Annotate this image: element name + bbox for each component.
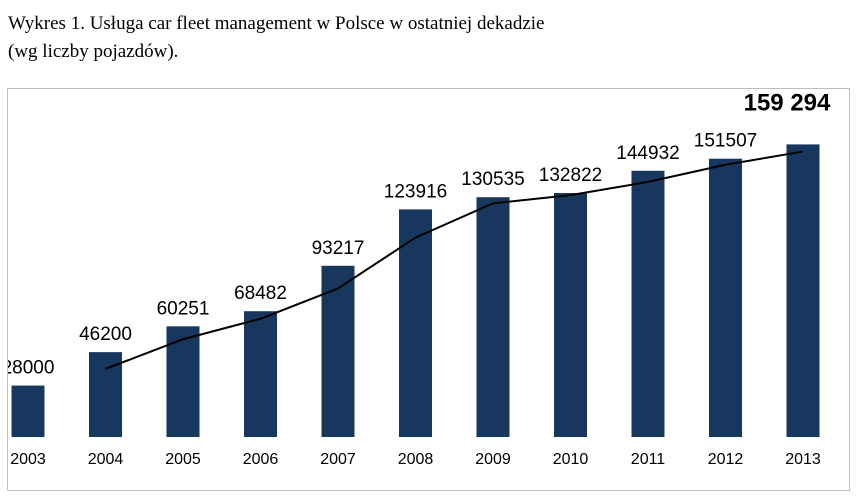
- value-label: 93217: [312, 238, 365, 259]
- x-tick-label: 2005: [165, 451, 201, 468]
- trend-line: [105, 150, 804, 370]
- bar: [399, 209, 432, 437]
- value-label: 46200: [79, 324, 132, 345]
- x-tick-label: 2011: [631, 451, 666, 468]
- bar: [554, 193, 587, 437]
- value-label: 132822: [539, 165, 602, 186]
- plot-area: 2003 28000 2004 46200 2005 60251 2006 68482 2007…: [2, 89, 831, 468]
- x-tick-label: 2010: [553, 451, 589, 468]
- x-tick-label: 2013: [785, 451, 821, 468]
- bar: [321, 265, 355, 437]
- x-tick-label: 2006: [243, 451, 279, 468]
- value-label: 60251: [157, 298, 210, 319]
- bar: [244, 311, 277, 437]
- bar: [786, 144, 820, 437]
- value-label: 151507: [694, 131, 757, 152]
- x-tick-label: 2012: [708, 451, 744, 468]
- value-label: 130535: [461, 169, 524, 190]
- x-tick-label: 2004: [88, 451, 124, 468]
- bar: [89, 352, 122, 437]
- value-label: 28000: [2, 358, 55, 379]
- x-tick-label: 2003: [10, 451, 46, 468]
- bar: [11, 385, 45, 437]
- x-tick-label: 2007: [320, 451, 356, 468]
- x-tick-label: 2008: [398, 451, 434, 468]
- bar: [709, 158, 742, 437]
- value-label: 159 294: [744, 89, 831, 116]
- bar: [476, 197, 510, 437]
- x-tick-label: 2009: [475, 451, 511, 468]
- chart-title: Wykres 1. Usługa car fleet management w …: [8, 13, 544, 34]
- value-label: 123916: [384, 181, 447, 202]
- chart-subtitle: (wg liczby pojazdów).: [8, 41, 178, 62]
- bar: [166, 326, 200, 437]
- value-label: 144932: [616, 143, 679, 164]
- bar: [631, 170, 665, 437]
- value-label: 68482: [234, 283, 287, 304]
